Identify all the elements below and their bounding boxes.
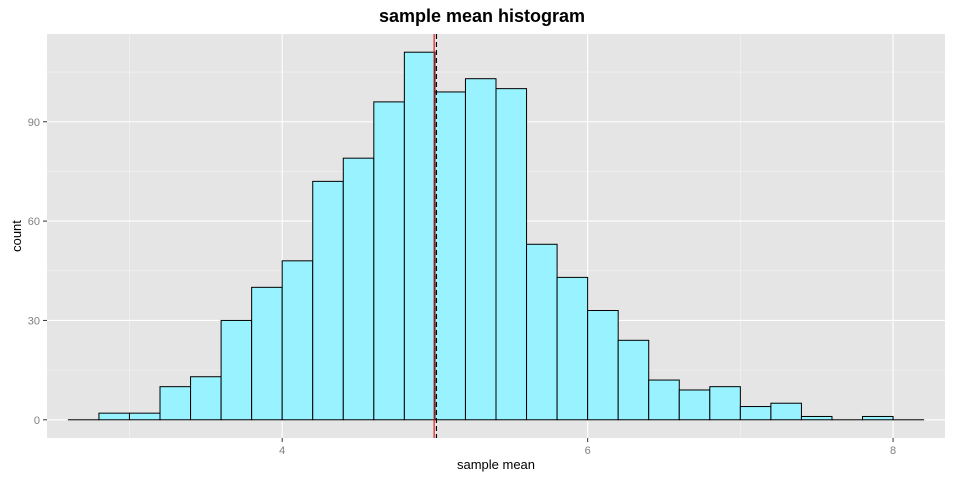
histogram-bar <box>617 339 650 421</box>
y-axis-title: count <box>9 220 24 252</box>
histogram-bar <box>800 415 833 421</box>
histogram-bar <box>159 386 192 421</box>
histogram-bar <box>251 286 283 421</box>
histogram-bar <box>128 412 161 421</box>
histogram-bar <box>770 402 802 421</box>
histogram-bar <box>403 51 436 421</box>
y-tick-label: 60 <box>28 216 40 228</box>
histogram-bar <box>312 180 344 421</box>
reference-lines <box>433 34 438 438</box>
y-tick-label: 0 <box>34 415 40 427</box>
histogram-bar <box>190 376 222 421</box>
histogram-bar <box>220 319 253 421</box>
histogram-bar <box>98 412 130 421</box>
x-axis-title: sample mean <box>457 457 535 472</box>
y-tick-label: 30 <box>28 315 40 327</box>
x-axis-ticks: 4 6 8 <box>279 438 896 457</box>
histogram-bar <box>556 276 589 421</box>
histogram-bar <box>709 386 741 421</box>
y-axis-ticks: 0 30 60 90 <box>28 117 47 427</box>
histogram-bar <box>281 260 314 421</box>
histogram-bar <box>587 310 619 421</box>
x-tick-label: 8 <box>890 445 896 457</box>
chart-title: sample mean histogram <box>379 6 585 26</box>
histogram-bar <box>373 101 405 421</box>
histogram-bars <box>67 51 925 421</box>
histogram-bar <box>526 243 558 421</box>
histogram-bar <box>434 91 466 421</box>
histogram-bar <box>648 379 680 421</box>
histogram-bar <box>342 157 375 421</box>
histogram-bar <box>739 406 772 421</box>
histogram-bar <box>678 389 711 421</box>
x-tick-label: 6 <box>585 445 591 457</box>
histogram-bar <box>495 88 528 421</box>
histogram-bar <box>862 415 894 421</box>
histogram-bar <box>464 78 497 421</box>
x-tick-label: 4 <box>279 445 285 457</box>
y-tick-label: 90 <box>28 117 40 129</box>
